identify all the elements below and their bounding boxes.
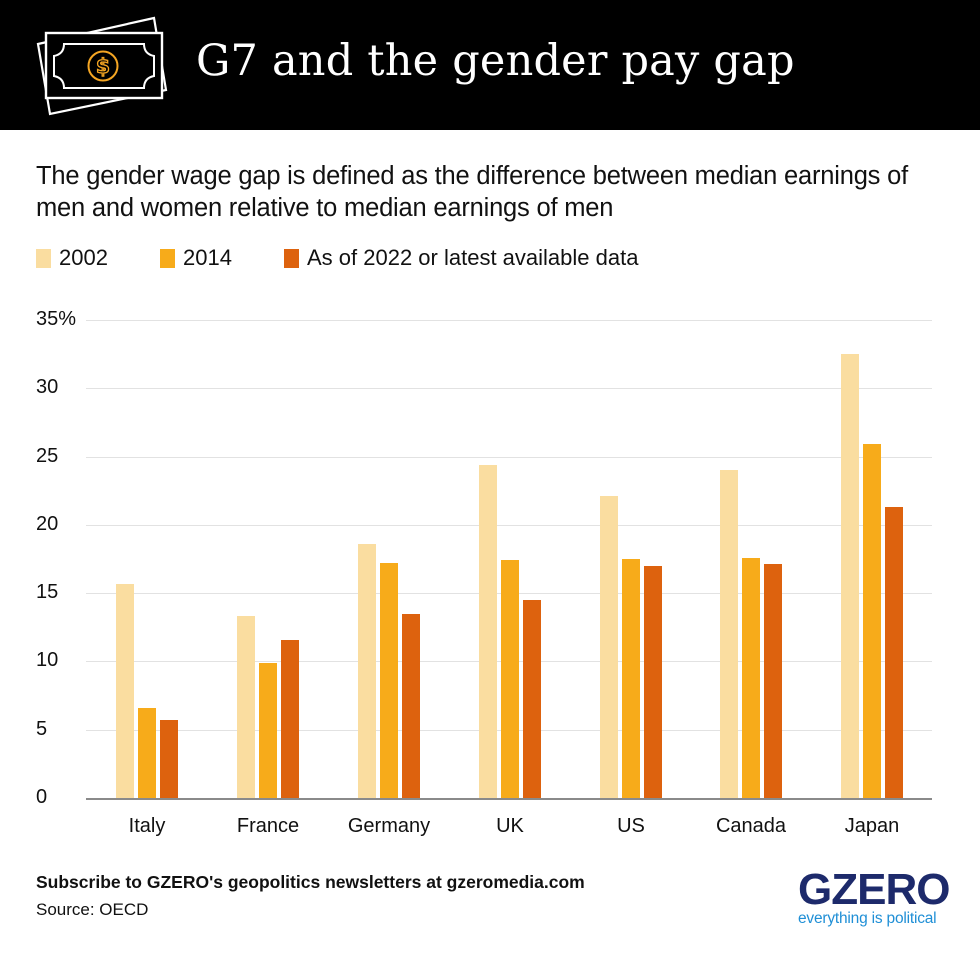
bar-germany-2002 [358,543,376,798]
bar-japan-2002 [841,354,859,798]
legend-label: As of 2022 or latest available data [307,245,639,270]
x-axis-tick-label: France [236,815,300,837]
header-banner: $ G7 and the gender pay gap [0,0,980,130]
legend-item-2014: 2014 [160,246,232,270]
svg-text:$: $ [96,54,110,78]
x-axis-tick-label: UK [496,815,524,837]
money-bill-dollar-icon: $ [36,16,168,116]
gridline [86,525,932,526]
x-axis-tick-label: Canada [715,815,787,837]
bar-canada-2002 [720,470,738,798]
legend-label: 2002 [59,245,108,270]
y-axis-tick-label: 30 [36,376,59,398]
y-axis-tick-label: 35% [36,308,77,330]
bar-germany-2014 [380,563,398,798]
x-axis-tick-label: Germany [347,815,431,837]
logo-wordmark: GZERO [798,865,950,914]
legend-label: 2014 [183,245,232,270]
gzero-logo: GZERO everything is political [798,865,958,928]
bar-uk-as [523,599,541,798]
gridline [86,457,932,458]
bar-italy-2002 [116,583,134,798]
x-axis-tick-label: US [617,815,645,837]
legend-swatch-latest [284,249,299,268]
source-note: Source: OECD [36,900,149,919]
bar-us-2014 [622,559,640,798]
bar-us-as [644,565,662,798]
y-axis-tick-label: 25 [36,445,59,467]
chart-subtitle: The gender wage gap is defined as the di… [36,162,908,222]
x-axis-line [86,798,932,800]
bar-japan-as [885,507,903,798]
bar-uk-2014 [501,560,519,798]
legend-item-2002: 2002 [36,246,108,270]
bar-france-2014 [259,662,277,798]
bar-canada-2014 [742,557,760,798]
y-axis-tick-label: 5 [36,718,48,740]
gridline [86,320,932,321]
y-axis-tick-label: 0 [36,786,48,808]
page-title: G7 and the gender pay gap [196,36,795,86]
bar-japan-2014 [863,444,881,798]
bar-us-2002 [600,496,618,798]
logo-tagline: everything is political [798,910,937,927]
y-axis-tick-label: 10 [36,649,59,671]
subscribe-note: Subscribe to GZERO's geopolitics newslet… [36,872,585,892]
bar-italy-as [160,720,178,798]
bar-uk-2002 [479,464,497,798]
bar-canada-as [764,564,782,798]
bar-italy-2014 [138,707,156,798]
bar-france-as [281,639,299,798]
bar-france-2002 [237,616,255,798]
gridline [86,388,932,389]
legend-swatch-2002 [36,249,51,268]
legend-item-latest: As of 2022 or latest available data [284,246,638,270]
x-axis-tick-label: Italy [128,815,166,837]
bar-chart-plot-area: 0 5 10 15 20 25 30 35% Italy France Germany UK US Can… [36,308,932,837]
legend-swatch-2014 [160,249,175,268]
y-axis-tick-label: 20 [36,513,59,535]
bar-germany-as [402,613,420,798]
y-axis-tick-label: 15 [36,581,59,603]
x-axis-tick-label: Japan [844,815,900,837]
